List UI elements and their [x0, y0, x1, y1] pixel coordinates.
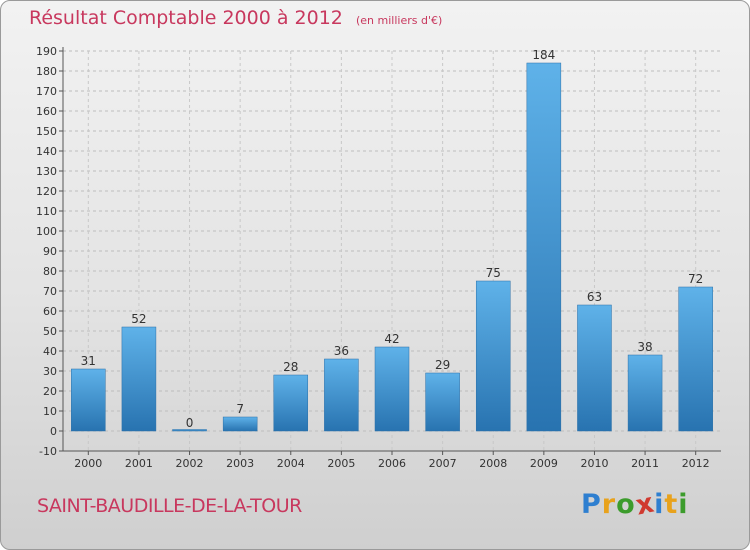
labels: -100102030405060708090100110120130140150…	[36, 45, 710, 470]
y-tick-label: -10	[39, 445, 57, 458]
data-label: 184	[532, 48, 555, 62]
data-label: 28	[283, 360, 298, 374]
y-tick-label: 40	[43, 345, 57, 358]
y-tick-label: 180	[36, 65, 57, 78]
x-tick-label: 2011	[631, 457, 659, 470]
data-label: 31	[81, 354, 96, 368]
data-label: 75	[486, 266, 501, 280]
y-tick-label: 0	[50, 425, 57, 438]
data-label: 52	[131, 312, 146, 326]
x-tick-label: 2006	[378, 457, 406, 470]
bar	[627, 354, 663, 432]
bar	[374, 346, 410, 432]
axes	[59, 47, 721, 455]
commune-name: SAINT-BAUDILLE-DE-LA-TOUR	[37, 495, 302, 517]
y-tick-label: 50	[43, 325, 57, 338]
chart-subtitle: (en milliers d'€)	[355, 14, 443, 27]
y-tick-label: 100	[36, 225, 57, 238]
bar	[526, 62, 562, 432]
bar	[475, 280, 511, 432]
bar	[577, 304, 612, 432]
y-tick-label: 10	[43, 405, 57, 418]
x-tick-label: 2001	[125, 457, 153, 470]
data-label: 7	[236, 402, 244, 416]
bar	[425, 372, 460, 432]
data-label: 36	[334, 344, 349, 358]
x-tick-label: 2010	[580, 457, 608, 470]
y-tick-label: 160	[36, 105, 57, 118]
y-tick-label: 70	[43, 285, 57, 298]
data-label: 63	[587, 290, 602, 304]
x-tick-label: 2007	[429, 457, 457, 470]
x-tick-label: 2012	[682, 457, 710, 470]
y-tick-label: 110	[36, 205, 57, 218]
x-tick-label: 2004	[277, 457, 305, 470]
y-tick-label: 140	[36, 145, 57, 158]
logo-letter: t	[664, 489, 679, 520]
chart-title: Résultat Comptable 2000 à 2012	[29, 7, 343, 29]
bar	[172, 429, 207, 432]
y-tick-label: 80	[43, 265, 57, 278]
x-tick-label: 2005	[327, 457, 355, 470]
bar	[678, 286, 713, 432]
bar	[71, 368, 106, 432]
data-label: 29	[435, 358, 450, 372]
y-tick-label: 30	[43, 365, 57, 378]
bar	[121, 326, 157, 432]
bar	[324, 358, 359, 432]
y-tick-label: 60	[43, 305, 57, 318]
y-tick-label: 130	[36, 165, 57, 178]
logo-letter: o	[616, 489, 636, 520]
data-label: 0	[186, 416, 194, 430]
y-tick-label: 170	[36, 85, 57, 98]
y-tick-label: 190	[36, 45, 57, 58]
proxiti-logo[interactable]: Proxiti	[581, 487, 689, 521]
bar	[222, 416, 258, 432]
data-label: 72	[688, 272, 703, 286]
x-tick-label: 2000	[74, 457, 102, 470]
x-tick-label: 2002	[176, 457, 204, 470]
y-tick-label: 120	[36, 185, 57, 198]
logo-letter: P	[581, 489, 602, 520]
logo-letter: i	[678, 489, 689, 520]
data-label: 38	[637, 340, 652, 354]
title-row: Résultat Comptable 2000 à 2012 (en milli…	[29, 7, 442, 29]
x-tick-label: 2009	[530, 457, 558, 470]
logo-letter: r	[601, 489, 617, 520]
y-tick-label: 150	[36, 125, 57, 138]
bars	[71, 62, 713, 432]
data-label: 42	[384, 332, 399, 346]
y-tick-label: 20	[43, 385, 57, 398]
bar	[273, 374, 309, 432]
x-tick-label: 2008	[479, 457, 507, 470]
x-tick-label: 2003	[226, 457, 254, 470]
logo-letter: i	[654, 489, 665, 520]
y-tick-label: 90	[43, 245, 57, 258]
